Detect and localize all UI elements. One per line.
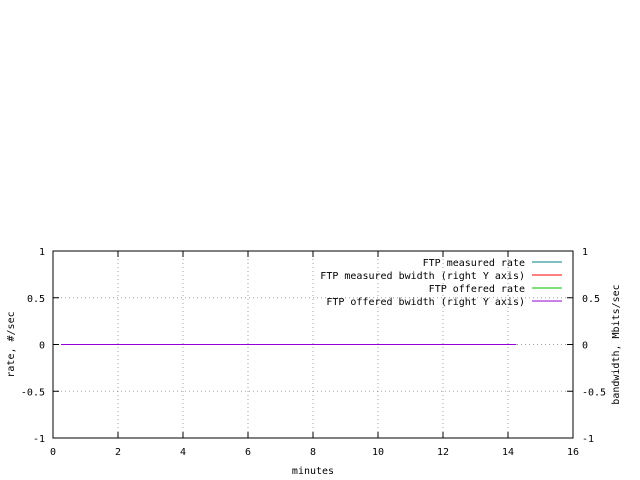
x-tick-label: 2 [115, 447, 121, 458]
y-tick-label: -0.5 [21, 387, 45, 398]
y-tick-label: 0 [39, 341, 45, 352]
y2-axis-label: bandwidth, Mbits/sec [611, 284, 622, 404]
x-tick-label: 12 [437, 447, 449, 458]
x-axis-label: minutes [292, 466, 334, 477]
x-tick-label: 10 [372, 447, 384, 458]
y2-tick-label: 0.5 [582, 294, 600, 305]
legend-label: FTP measured bwidth (right Y axis) [320, 271, 525, 282]
y2-tick-label: 1 [582, 247, 588, 258]
legend-label: FTP measured rate [423, 258, 525, 269]
y-tick-label: 1 [39, 247, 45, 258]
legend-label: FTP offered rate [429, 284, 525, 295]
x-tick-label: 0 [50, 447, 56, 458]
y-tick-label: 0.5 [27, 294, 45, 305]
y-axis-label: rate, #/sec [6, 311, 17, 377]
y2-tick-label: -1 [582, 434, 594, 445]
x-tick-label: 8 [310, 447, 316, 458]
legend-label: FTP offered bwidth (right Y axis) [326, 297, 525, 308]
y2-tick-label: -0.5 [582, 387, 606, 398]
x-tick-label: 4 [180, 447, 186, 458]
x-tick-label: 6 [245, 447, 251, 458]
x-tick-label: 16 [567, 447, 579, 458]
y-tick-label: -1 [33, 434, 45, 445]
x-tick-label: 14 [502, 447, 514, 458]
y2-tick-label: 0 [582, 341, 588, 352]
ticks: 0 2 4 6 8 10 12 14 16-1-0.500.51-1-0.500.51 [21, 247, 606, 458]
legend: FTP measured rate FTP measured bwidth (ri… [320, 258, 562, 308]
